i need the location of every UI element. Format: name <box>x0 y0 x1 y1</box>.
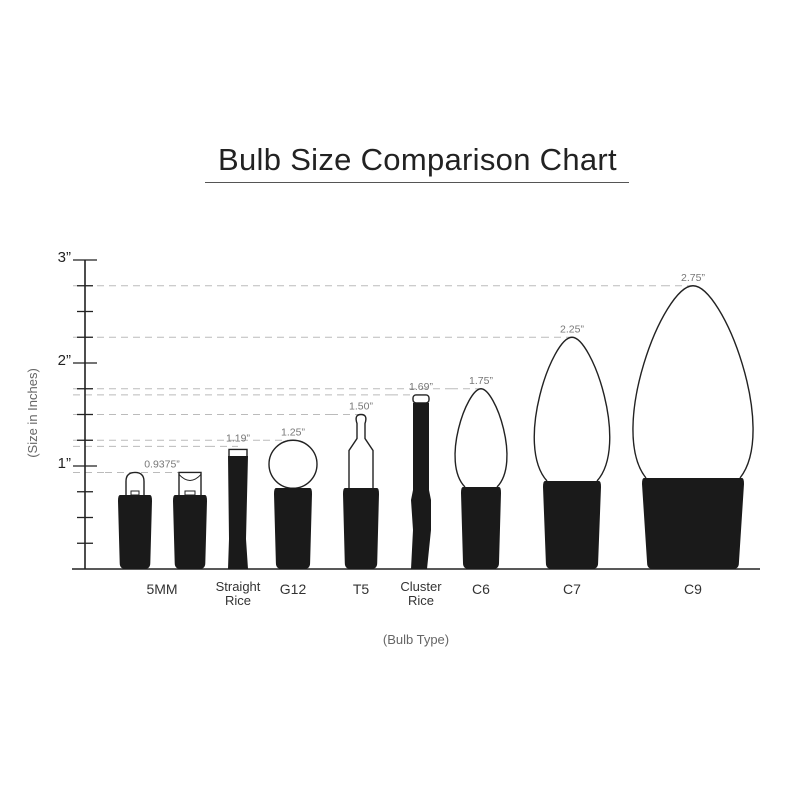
bulb-diode <box>184 490 196 496</box>
size-label: 1.50” <box>349 401 373 413</box>
bulb-diode <box>130 490 140 496</box>
size-label: 2.75” <box>681 272 705 284</box>
bulb-t5: 1.50” T5 <box>343 401 379 597</box>
bulb-type-label: Cluster <box>400 579 442 594</box>
y-tick-label: 1” <box>58 455 71 472</box>
size-label: 0.9375” <box>144 458 180 470</box>
size-label: 2.25” <box>560 323 584 335</box>
bulb-5mm: 0.9375” 5MM <box>118 458 180 597</box>
bulb-glass <box>178 471 202 495</box>
bulb-type-label: C6 <box>472 581 490 597</box>
bulb-glass <box>454 388 508 488</box>
bulb-glass <box>268 439 318 489</box>
y-axis-title: (Size in Inches) <box>25 368 40 458</box>
bulb-g12: 1.25” G12 <box>268 426 318 597</box>
title-underline <box>205 182 629 183</box>
bulb-type-label: G12 <box>280 581 307 597</box>
y-tick-label: 2” <box>58 352 71 369</box>
bulb-base <box>274 488 312 569</box>
bulb-glass <box>125 471 145 495</box>
bulb-type-label: C9 <box>684 581 702 597</box>
bulb-c7: 2.25” C7 <box>533 323 611 597</box>
bulb-type-label: Straight <box>216 579 261 594</box>
bulb-c6: 1.75” C6 <box>454 375 508 597</box>
bulb-base <box>228 456 248 569</box>
bulb-glass <box>533 336 611 482</box>
bulb-lens <box>178 474 202 481</box>
chart-title: Bulb Size Comparison Chart <box>218 142 617 177</box>
bulb-glass <box>412 394 430 404</box>
bulb-c9: 2.75” C9 <box>632 272 754 597</box>
bulb-base <box>118 495 152 569</box>
bulb-type-label: Rice <box>225 593 251 608</box>
bulb-glass <box>348 413 374 488</box>
bulb-type-label: Rice <box>408 593 434 608</box>
bulb-5mm <box>173 471 207 569</box>
bulb-base <box>411 402 431 569</box>
bulb-base <box>173 495 207 569</box>
x-axis-title: (Bulb Type) <box>383 632 449 647</box>
size-label: 1.19” <box>226 432 250 444</box>
bulb-type-label: C7 <box>563 581 581 597</box>
bulb-glass <box>228 448 248 456</box>
bulb-glass <box>632 285 754 479</box>
bulb-base <box>461 487 501 569</box>
bulb-base <box>543 481 601 569</box>
bulb-base <box>642 478 744 569</box>
y-tick-label: 3” <box>58 249 71 266</box>
bulb-type-label: 5MM <box>146 581 177 597</box>
size-label: 1.69” <box>409 381 433 393</box>
bulb-type-label: T5 <box>353 581 370 597</box>
size-label: 1.25” <box>281 426 305 438</box>
size-label: 1.75” <box>469 375 493 387</box>
bulb-base <box>343 488 379 569</box>
